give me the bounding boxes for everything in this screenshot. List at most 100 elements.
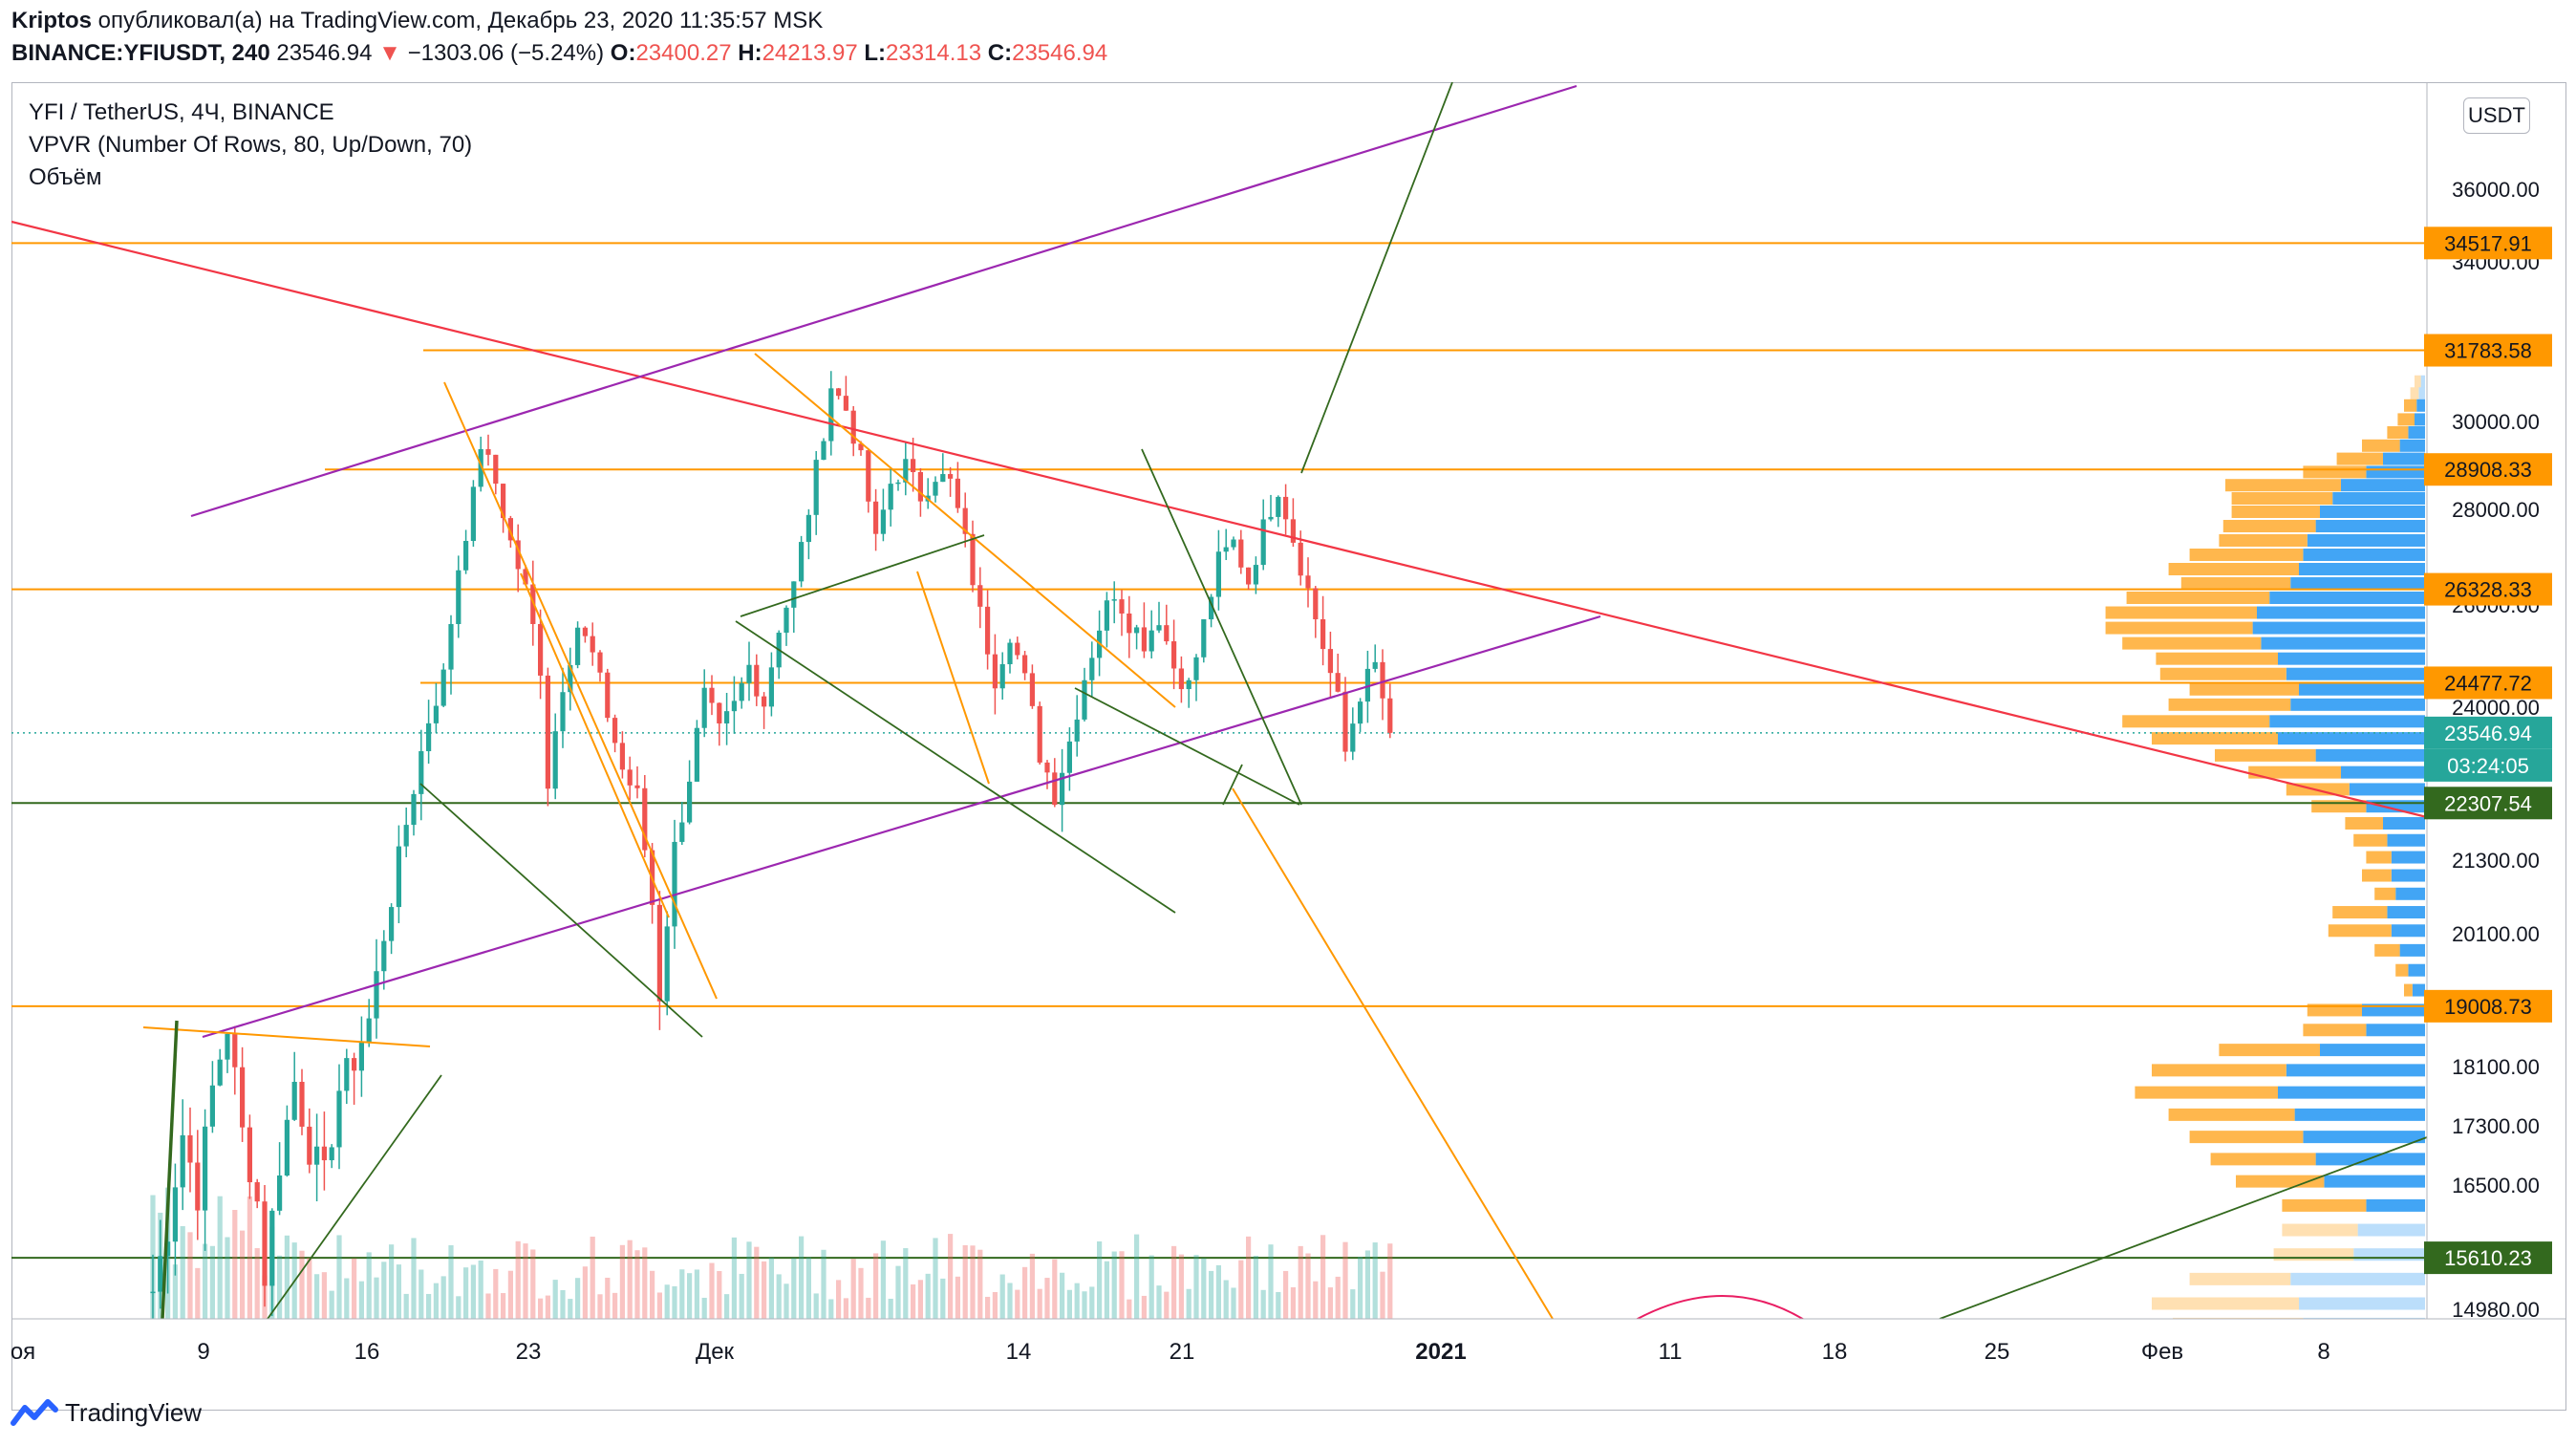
candle-body [1223, 547, 1229, 552]
volume-bar [970, 1245, 976, 1319]
vp-row-down [2231, 492, 2333, 505]
vp-row-up [2341, 479, 2425, 492]
candle-body [948, 474, 954, 479]
level-price-tag: 34517.91 [2424, 226, 2552, 260]
vp-row-up [2278, 652, 2425, 665]
y-tick-label: 28000.00 [2452, 498, 2540, 522]
vp-row-down [2168, 698, 2291, 711]
candle-body [575, 627, 581, 665]
candle-body [1178, 668, 1184, 690]
x-tick-label: оя [11, 1339, 35, 1365]
volume-bar [1298, 1245, 1303, 1319]
candle-body [1238, 539, 1244, 568]
candle-body [560, 692, 566, 732]
vp-row-down [2273, 1248, 2354, 1262]
chart-legend-title[interactable]: YFI / TetherUS, 4Ч, BINANCE [29, 99, 334, 125]
volume-bar [754, 1246, 760, 1319]
level-price-tag: 19008.73 [2424, 989, 2552, 1023]
volume-bar [866, 1297, 871, 1319]
volume-bar [501, 1293, 506, 1319]
volume-bar [440, 1276, 446, 1319]
currency-button[interactable]: USDT [2463, 97, 2530, 134]
vp-row-down [2387, 426, 2409, 439]
volume-bar [240, 1230, 246, 1319]
vp-row-up [2353, 1248, 2425, 1262]
volume-bar [307, 1258, 312, 1319]
volume-bar [776, 1274, 782, 1319]
footer-logo[interactable]: TradingView [10, 1393, 202, 1432]
volume-bar [299, 1250, 305, 1319]
volume-bar [642, 1247, 648, 1319]
candle-body [1320, 618, 1326, 650]
candle-body [448, 624, 454, 670]
vp-row-up [2320, 1044, 2425, 1057]
vp-row-up [2408, 963, 2425, 977]
candle-body [888, 484, 893, 510]
volume-bar [1156, 1285, 1162, 1319]
volume-bar [821, 1249, 826, 1319]
chart-legend-indicator[interactable]: VPVR (Number Of Rows, 80, Up/Down, 70) [29, 132, 473, 158]
candle-body [1276, 496, 1281, 517]
volume-bar [1358, 1257, 1363, 1319]
vp-row-down [2397, 413, 2415, 426]
volume-bar [396, 1264, 401, 1319]
candle-body [150, 1291, 156, 1294]
volume-bar [940, 1278, 946, 1319]
vp-row-up [2324, 1175, 2425, 1188]
candle-body [1342, 691, 1348, 752]
volume-bar [656, 1292, 662, 1319]
vp-row-down [2404, 399, 2417, 412]
candle-body [1089, 658, 1095, 680]
candle-body [1283, 496, 1289, 520]
volume-bar [1313, 1281, 1319, 1319]
volume-bar [955, 1276, 960, 1319]
volume-bar [1253, 1255, 1258, 1319]
volume-bar [523, 1243, 528, 1319]
volume-bar [992, 1291, 998, 1319]
volume-bar [448, 1244, 454, 1319]
open-label: O: [610, 40, 636, 66]
vp-row-down [2374, 887, 2396, 900]
candle-body [217, 1059, 223, 1086]
candle-body [933, 482, 938, 496]
candle-body [1335, 673, 1341, 692]
volume-bar [1268, 1244, 1274, 1319]
volume-bar [1380, 1271, 1385, 1319]
chart-legend-volume[interactable]: Объём [29, 164, 102, 190]
vp-row-down [2189, 549, 2304, 561]
volume-bar [1148, 1255, 1154, 1319]
volume-bar [911, 1283, 916, 1319]
volume-bar [203, 1243, 208, 1319]
vp-row-up [2366, 800, 2425, 813]
candle-body [1134, 627, 1140, 634]
volume-bar [1290, 1286, 1296, 1319]
volume-bar [701, 1297, 707, 1319]
volume-bar [895, 1265, 901, 1319]
vp-row-down [2282, 1223, 2358, 1237]
open-value: 23400.27 [635, 40, 732, 66]
volume-bar [619, 1244, 625, 1319]
volume-bar [597, 1294, 603, 1319]
candle-body [672, 841, 677, 927]
volume-bar [590, 1236, 595, 1319]
vp-row-up [2299, 682, 2425, 696]
volume-bar [746, 1241, 752, 1319]
volume-bar [1029, 1253, 1035, 1319]
volume-bar [1052, 1259, 1058, 1319]
volume-bar [1215, 1264, 1221, 1319]
candle-body [1268, 516, 1274, 520]
x-tick-label: Дек [696, 1339, 735, 1365]
volume-bar [358, 1281, 364, 1319]
author-name[interactable]: Kriptos [11, 8, 92, 33]
candle-body [299, 1081, 305, 1127]
vp-row-down [2362, 869, 2392, 882]
vp-row-down [2219, 534, 2308, 547]
volume-bar [568, 1299, 573, 1319]
candle-body [240, 1067, 246, 1128]
candle-body [1193, 657, 1199, 680]
trend-line [161, 1020, 179, 1319]
candle-body [411, 793, 417, 826]
last-price-label: 23546.94 [2444, 722, 2532, 745]
candle-body [1148, 630, 1154, 652]
